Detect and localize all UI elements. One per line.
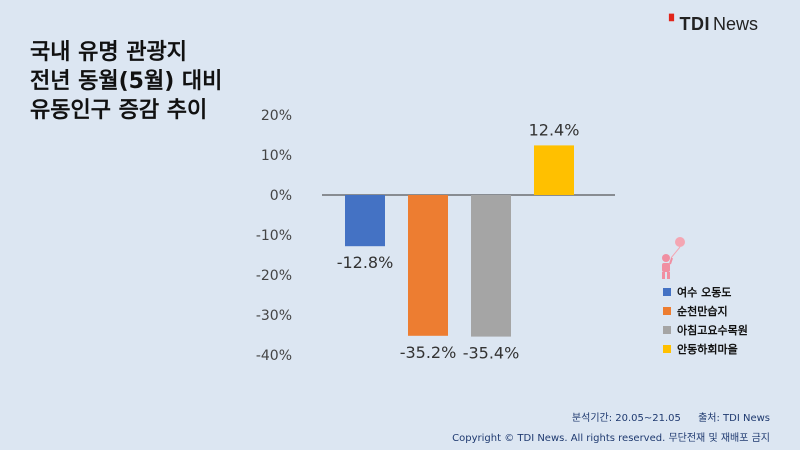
legend-item: 아침고요수목원	[663, 320, 748, 339]
y-tick-label: 20%	[261, 108, 292, 124]
y-tick-label: -20%	[256, 268, 292, 284]
legend-label: 여수 오동도	[677, 285, 732, 299]
bar	[345, 195, 385, 247]
bar	[408, 195, 448, 336]
legend-label: 순천만습지	[677, 304, 728, 318]
title-line-3: 유동인구 증감 추이	[30, 98, 208, 123]
brand-logo: ▘ TDI News	[669, 14, 758, 35]
legend-label: 아침고요수목원	[677, 323, 748, 337]
data-label: -12.8%	[337, 253, 394, 272]
y-tick-label: -10%	[256, 228, 292, 244]
y-tick-label: -30%	[256, 308, 292, 324]
bar	[534, 145, 574, 195]
logo-mark-icon: ▘	[669, 13, 679, 28]
bar	[471, 195, 511, 337]
data-label: -35.4%	[463, 344, 520, 363]
title-line-1: 국내 유명 관광지	[30, 40, 187, 65]
y-tick-label: -40%	[256, 348, 292, 364]
legend-item: 여수 오동도	[663, 282, 748, 301]
title-line-2: 전년 동월(5월) 대비	[30, 69, 223, 94]
chart-title: 국내 유명 관광지 전년 동월(5월) 대비 유동인구 증감 추이	[30, 38, 222, 125]
legend-item: 순천만습지	[663, 301, 748, 320]
legend-swatch	[663, 325, 671, 334]
legend-swatch	[663, 344, 671, 353]
data-label: -35.2%	[400, 343, 457, 362]
y-tick-label: 0%	[270, 188, 292, 204]
chart-legend: 여수 오동도 순천만습지 아침고요수목원 안동하회마을	[663, 282, 748, 358]
balloon-figure-icon	[654, 236, 694, 284]
analysis-period: 분석기간: 20.05~21.05	[571, 413, 681, 424]
source-credit: 출처: TDI News	[698, 413, 770, 424]
copyright: Copyright © TDI News. All rights reserve…	[452, 433, 770, 444]
legend-swatch	[663, 287, 671, 296]
brand-tdi: TDI	[679, 14, 710, 34]
data-label: 12.4%	[529, 120, 580, 139]
legend-item: 안동하회마을	[663, 339, 748, 358]
y-tick-label: 10%	[261, 148, 292, 164]
legend-swatch	[663, 306, 671, 315]
brand-news: News	[712, 14, 758, 34]
legend-label: 안동하회마을	[677, 342, 738, 356]
footer-meta: 분석기간: 20.05~21.05 출처: TDI News	[558, 409, 770, 424]
